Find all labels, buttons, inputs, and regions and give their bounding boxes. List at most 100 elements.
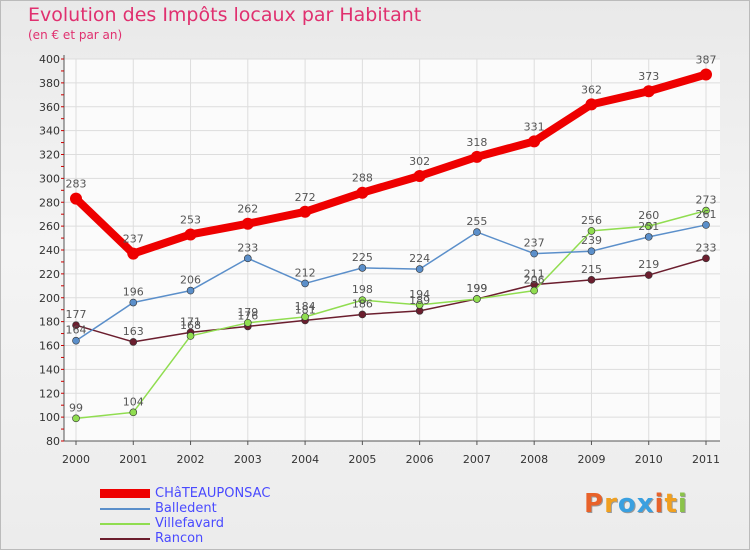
legend-label: Balledent bbox=[155, 501, 217, 516]
y-tick-label: 260 bbox=[39, 220, 60, 233]
data-point bbox=[470, 150, 483, 163]
legend-swatch bbox=[100, 523, 150, 525]
data-point bbox=[585, 98, 598, 111]
data-label: 237 bbox=[123, 233, 144, 246]
legend-label: CHâTEAUPONSAC bbox=[155, 486, 271, 501]
y-tick-label: 140 bbox=[39, 363, 60, 376]
x-tick-label: 2006 bbox=[406, 453, 434, 466]
data-point bbox=[473, 228, 481, 236]
chart-title: Evolution des Impôts locaux par Habitant bbox=[28, 4, 422, 26]
data-point bbox=[129, 408, 138, 417]
data-label: 206 bbox=[524, 274, 545, 287]
data-point bbox=[702, 221, 710, 229]
data-label: 288 bbox=[352, 172, 373, 185]
y-tick-label: 360 bbox=[39, 101, 60, 114]
data-label: 331 bbox=[524, 120, 545, 133]
data-label: 176 bbox=[237, 309, 258, 322]
data-label: 233 bbox=[696, 241, 717, 254]
y-tick-label: 340 bbox=[39, 125, 60, 138]
data-label: 186 bbox=[352, 297, 373, 310]
data-point bbox=[186, 332, 195, 340]
x-tick-label: 2008 bbox=[520, 453, 548, 466]
data-label: 272 bbox=[295, 191, 316, 204]
data-point bbox=[702, 254, 710, 263]
data-point bbox=[644, 222, 653, 230]
data-label: 206 bbox=[180, 274, 201, 287]
x-tick-label: 2005 bbox=[348, 453, 376, 466]
legend-label: Rancon bbox=[155, 531, 204, 546]
data-label: 273 bbox=[696, 194, 717, 207]
chart-subtitle: (en € et par an) bbox=[28, 28, 123, 42]
data-label: 260 bbox=[638, 209, 659, 222]
data-label: 184 bbox=[295, 300, 316, 313]
data-point bbox=[129, 338, 138, 346]
data-point bbox=[642, 85, 655, 98]
data-point bbox=[587, 276, 596, 284]
data-label: 164 bbox=[66, 324, 87, 337]
data-label: 189 bbox=[409, 294, 430, 307]
logo-letter: t bbox=[664, 489, 678, 519]
y-tick-label: 300 bbox=[39, 172, 60, 185]
data-label: 168 bbox=[180, 319, 201, 332]
data-label: 261 bbox=[696, 208, 717, 221]
data-label: 196 bbox=[123, 286, 144, 299]
x-tick-label: 2000 bbox=[62, 453, 90, 466]
logo-letter: P bbox=[584, 489, 605, 519]
data-label: 255 bbox=[466, 215, 487, 228]
data-point bbox=[356, 186, 369, 199]
series-line-châteauponsac bbox=[72, 70, 710, 258]
logo-letter: i bbox=[677, 489, 688, 519]
data-point bbox=[241, 217, 254, 230]
data-point bbox=[186, 286, 195, 295]
y-tick-label: 240 bbox=[39, 244, 60, 257]
data-point bbox=[301, 313, 309, 321]
data-point bbox=[127, 247, 140, 260]
data-label: 211 bbox=[524, 268, 545, 281]
logo-letter: x bbox=[636, 489, 655, 519]
x-tick-label: 2004 bbox=[291, 453, 319, 466]
data-label: 233 bbox=[237, 241, 258, 254]
data-point bbox=[72, 321, 80, 330]
y-tick-label: 220 bbox=[39, 268, 60, 281]
y-tick-label: 400 bbox=[39, 53, 60, 66]
y-tick-label: 180 bbox=[39, 316, 60, 329]
series-line-villefavard bbox=[75, 209, 707, 420]
data-label: 212 bbox=[295, 266, 316, 279]
data-point bbox=[301, 279, 309, 288]
data-label: 104 bbox=[123, 395, 144, 408]
data-label: 199 bbox=[466, 282, 487, 295]
data-label: 177 bbox=[66, 308, 87, 321]
data-point bbox=[72, 336, 80, 345]
data-point bbox=[358, 264, 367, 272]
series-line-balledent bbox=[75, 224, 707, 342]
data-point bbox=[644, 233, 653, 241]
y-tick-label: 100 bbox=[39, 411, 60, 424]
data-label: 251 bbox=[638, 220, 659, 233]
data-point bbox=[530, 286, 538, 295]
data-label: 198 bbox=[352, 283, 373, 296]
data-label: 199 bbox=[466, 282, 487, 295]
data-label: 194 bbox=[409, 288, 430, 301]
legend-swatch bbox=[100, 489, 150, 498]
data-point bbox=[415, 301, 424, 309]
data-label: 318 bbox=[466, 136, 487, 149]
y-tick-label: 320 bbox=[39, 149, 60, 162]
data-label: 387 bbox=[696, 54, 717, 67]
x-tick-label: 2001 bbox=[119, 453, 147, 466]
data-point bbox=[358, 310, 367, 319]
x-tick-label: 2007 bbox=[463, 453, 491, 466]
data-point bbox=[587, 247, 596, 255]
y-tick-label: 160 bbox=[39, 340, 60, 353]
data-label: 163 bbox=[123, 325, 144, 338]
legend-swatch bbox=[100, 508, 150, 510]
legend-label: Villefavard bbox=[155, 516, 225, 531]
data-point bbox=[413, 169, 426, 182]
logo-letter: i bbox=[654, 489, 665, 519]
x-tick-label: 2003 bbox=[234, 453, 262, 466]
x-tick-label: 2010 bbox=[635, 453, 663, 466]
data-label: 239 bbox=[581, 234, 602, 247]
data-point bbox=[244, 319, 252, 327]
y-tick-label: 80 bbox=[46, 435, 60, 448]
y-tick-label: 280 bbox=[39, 196, 60, 209]
